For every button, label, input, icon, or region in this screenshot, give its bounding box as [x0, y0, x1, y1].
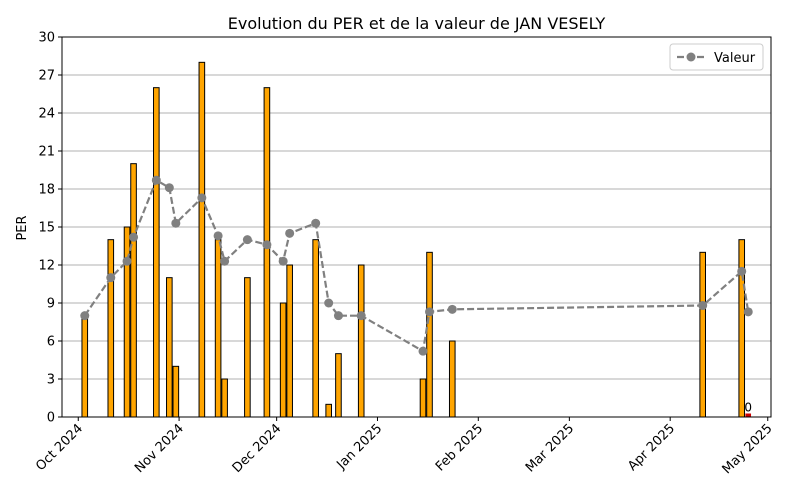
- y-tick-label: 21: [38, 145, 55, 160]
- valeur-point: [356, 311, 366, 321]
- y-tick-label: 18: [38, 183, 55, 198]
- plot-frame: [61, 36, 772, 418]
- bar: [325, 403, 332, 418]
- bar: [279, 302, 287, 418]
- bar: [419, 378, 427, 418]
- bar: [244, 277, 251, 418]
- y-tick-label: 9: [47, 297, 55, 312]
- bar-data-labels: 0: [744, 401, 752, 415]
- valeur-point: [425, 307, 435, 317]
- x-tick-label: Nov 2024: [132, 421, 187, 476]
- legend: Valeur: [669, 43, 764, 71]
- bar: [153, 87, 160, 418]
- valeur-point: [278, 256, 288, 266]
- valeur-point: [80, 311, 90, 321]
- y-tick-label: 15: [38, 221, 55, 236]
- bar: [286, 264, 293, 418]
- bar: [738, 239, 746, 418]
- bar: [198, 61, 206, 418]
- bar: [263, 87, 271, 418]
- x-tick-label: Apr 2025: [625, 421, 678, 474]
- bar: [426, 251, 433, 418]
- valeur-point: [743, 307, 753, 317]
- y-tick-label: 30: [38, 31, 55, 46]
- bar: [335, 353, 342, 418]
- bar: [107, 239, 115, 418]
- bar: [81, 315, 89, 418]
- y-tick-label: 27: [38, 69, 55, 84]
- bar: [699, 251, 707, 418]
- x-tick-label: Mar 2025: [523, 421, 577, 475]
- x-tick-label: Jan 2025: [333, 421, 385, 473]
- valeur-point: [122, 256, 132, 266]
- valeur-point: [333, 311, 343, 321]
- valeur-point: [698, 301, 708, 311]
- valeur-point: [311, 218, 321, 228]
- y-tick-label: 24: [38, 107, 55, 122]
- valeur-point: [220, 256, 230, 266]
- valeur-point: [242, 235, 252, 245]
- valeur-point: [324, 298, 334, 308]
- valeur-point: [129, 232, 139, 242]
- valeur-point: [262, 240, 272, 250]
- bar: [312, 239, 319, 418]
- bars: [81, 61, 752, 418]
- valeur-line-series: [80, 175, 753, 356]
- x-tick-label: Oct 2024: [33, 421, 86, 474]
- y-tick-label: 0: [47, 411, 55, 426]
- legend-box: [669, 43, 764, 71]
- y-axis-label: PER: [15, 215, 30, 240]
- valeur-point: [213, 231, 223, 241]
- axes: 0 3 6 9 12 15 18 21 24 27 30 Oct 2024 Nov 2024 Dec 20…: [33, 31, 775, 478]
- bar: [745, 413, 752, 417]
- bar: [357, 264, 365, 418]
- valeur-point: [418, 346, 428, 356]
- y-tick-label: 3: [47, 373, 55, 388]
- x-tick-label: Dec 2024: [230, 421, 285, 476]
- bar: [221, 378, 228, 418]
- chart-title: Evolution du PER et de la valeur de JAN …: [228, 14, 606, 33]
- valeur-point: [737, 266, 747, 276]
- bar: [448, 340, 456, 418]
- valeur-point: [171, 218, 181, 228]
- bar: [214, 239, 222, 418]
- legend-label-valeur: Valeur: [714, 51, 756, 66]
- y-tick-label: 12: [38, 259, 55, 274]
- valeur-point: [151, 175, 161, 185]
- valeur-point: [285, 228, 295, 238]
- bar: [130, 163, 137, 418]
- x-tick-label: May 2025: [720, 421, 776, 477]
- bar-data-label: 0: [744, 401, 752, 415]
- legend-marker: [686, 52, 696, 62]
- valeur-point: [164, 183, 174, 193]
- valeur-point: [106, 273, 116, 283]
- valeur-point: [447, 304, 457, 314]
- valeur-point: [197, 193, 207, 203]
- y-tick-label: 6: [47, 335, 55, 350]
- bar: [166, 277, 173, 418]
- valeur-line: [83, 179, 750, 353]
- x-tick-label: Feb 2025: [433, 421, 486, 474]
- bar: [172, 365, 180, 418]
